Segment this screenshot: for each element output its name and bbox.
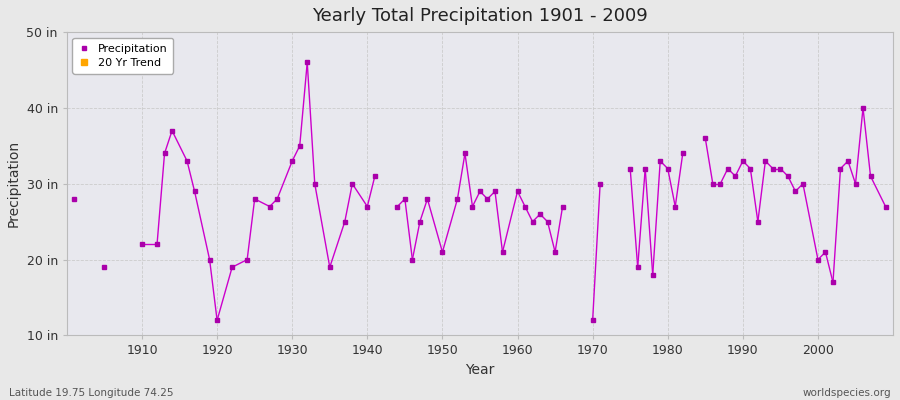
Precipitation (415, 219, 426, 224)
Precipitation (69, 196, 80, 201)
Legend: Precipitation, 20 Yr Trend: Precipitation, 20 Yr Trend (73, 38, 174, 74)
Title: Yearly Total Precipitation 1901 - 2009: Yearly Total Precipitation 1901 - 2009 (312, 7, 648, 25)
Precipitation (422, 196, 433, 201)
Precipitation (474, 189, 485, 194)
Precipitation (587, 318, 598, 323)
X-axis label: Year: Year (465, 363, 495, 377)
Y-axis label: Precipitation: Precipitation (7, 140, 21, 227)
Line: Precipitation: Precipitation (72, 60, 888, 323)
Precipitation (880, 204, 891, 209)
Text: Latitude 19.75 Longitude 74.25: Latitude 19.75 Longitude 74.25 (9, 388, 174, 398)
Precipitation (302, 60, 312, 65)
Precipitation (294, 144, 305, 148)
Text: worldspecies.org: worldspecies.org (803, 388, 891, 398)
Precipitation (212, 318, 222, 323)
Precipitation (490, 189, 500, 194)
